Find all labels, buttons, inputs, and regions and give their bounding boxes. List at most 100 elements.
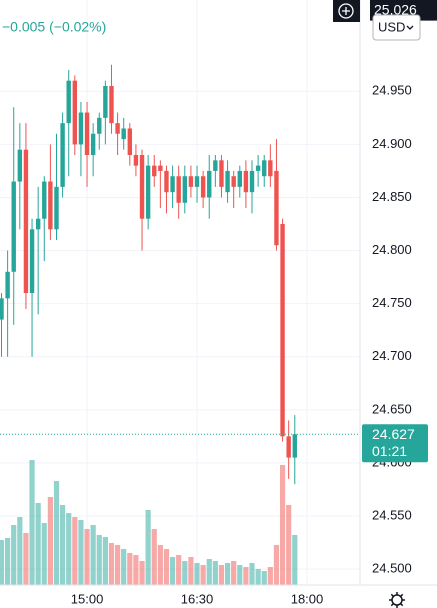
currency-button[interactable]: [372, 14, 421, 41]
y-tick-label: 24.700: [372, 348, 412, 363]
volume-bar: [157, 545, 163, 585]
candle-body: [66, 80, 71, 124]
candle-body: [5, 271, 10, 299]
candle-body: [60, 123, 65, 187]
candle-body: [139, 155, 145, 219]
volume-bar: [286, 505, 292, 585]
volume-bar: [206, 559, 212, 585]
volume-bar: [133, 555, 139, 585]
volume-bar: [243, 567, 249, 585]
candle-body: [176, 176, 181, 203]
candle-layer: [0, 64, 297, 485]
candle-body: [268, 160, 273, 177]
currency-label: USD: [378, 19, 405, 34]
add-icon: [338, 3, 354, 19]
candle-body: [219, 160, 224, 187]
candle-body: [23, 149, 29, 294]
volume-bar: [292, 535, 298, 585]
candle-body: [54, 186, 59, 230]
volume-bar: [218, 565, 225, 585]
candle-body: [225, 170, 230, 193]
volume-bar: [41, 523, 47, 585]
candle-body: [249, 170, 255, 193]
candle-body: [158, 165, 163, 171]
volume-bar: [182, 561, 188, 585]
candle-body: [103, 85, 108, 118]
volume-bar: [151, 529, 157, 585]
volume-bar: [78, 520, 84, 585]
candle-body: [213, 160, 218, 171]
volume-bar: [145, 510, 151, 585]
change-label: −0.005 (−0.02%): [2, 19, 106, 35]
volume-bar: [200, 565, 206, 585]
candle-body: [84, 112, 90, 156]
gear-teeth: [389, 592, 405, 608]
candle-body: [72, 80, 78, 145]
volume-bar: [169, 557, 176, 585]
candle-body: [188, 176, 194, 187]
x-tick-label: 18:00: [291, 591, 324, 606]
volume-bar: [231, 561, 237, 585]
y-tick-label: 24.950: [372, 83, 412, 98]
volume-bar: [279, 465, 286, 585]
candle-body: [207, 170, 212, 198]
volume-bar: [96, 535, 102, 585]
candle-body: [280, 224, 285, 437]
volume-bar: [163, 549, 170, 585]
candle-body: [274, 170, 279, 246]
volume-bar: [90, 525, 96, 585]
volume-layer: [0, 460, 298, 585]
candle-body: [133, 155, 139, 166]
y-tick-label: 24.800: [372, 242, 412, 257]
candle-body: [200, 176, 206, 198]
volume-bar: [35, 503, 41, 585]
candle-body: [145, 165, 151, 219]
dropdown-arrow: [406, 25, 414, 30]
volume-bar: [176, 555, 182, 585]
volume-bar: [53, 481, 60, 585]
volume-bar: [108, 543, 115, 585]
settings-button[interactable]: [389, 592, 405, 608]
volume-bar: [72, 517, 78, 585]
x-tick-label: 15:00: [71, 591, 104, 606]
candle-body: [237, 170, 242, 187]
candle-body: [243, 170, 249, 193]
volume-bar: [0, 540, 5, 585]
candle-body: [11, 181, 16, 272]
candle-body: [194, 176, 200, 187]
candle-body: [262, 160, 267, 177]
volume-bar: [102, 537, 108, 585]
volume-bar: [84, 529, 90, 585]
countdown-label: 01:21: [372, 443, 407, 459]
volume-bar: [121, 549, 127, 585]
last-price-box: [362, 424, 428, 463]
volume-bar: [212, 561, 218, 585]
volume-bar: [66, 513, 72, 585]
candle-body: [255, 165, 261, 171]
candle-body: [17, 149, 23, 182]
volume-bar: [194, 563, 200, 585]
volume-bar: [249, 563, 255, 585]
y-tick-label: 24.750: [372, 295, 412, 310]
last-price-label: 24.627: [372, 426, 415, 442]
volume-bar: [139, 561, 145, 585]
candle-body: [292, 434, 297, 458]
y-tick-label: 24.500: [372, 561, 412, 576]
volume-bar: [5, 538, 11, 585]
volume-bar: [267, 567, 273, 585]
candle-body: [164, 170, 169, 193]
y-tick-label: 24.850: [372, 189, 412, 204]
add-icon-cross: [342, 7, 350, 15]
candle-body: [170, 176, 175, 193]
volume-bar: [47, 497, 53, 585]
candle-body: [109, 85, 114, 124]
candle-body: [0, 298, 4, 320]
volume-bar: [11, 525, 17, 585]
volume-bar: [261, 571, 267, 585]
candle-body: [286, 436, 291, 458]
candle-body: [97, 117, 102, 134]
candle-body: [182, 176, 187, 203]
volume-bar: [188, 557, 194, 585]
